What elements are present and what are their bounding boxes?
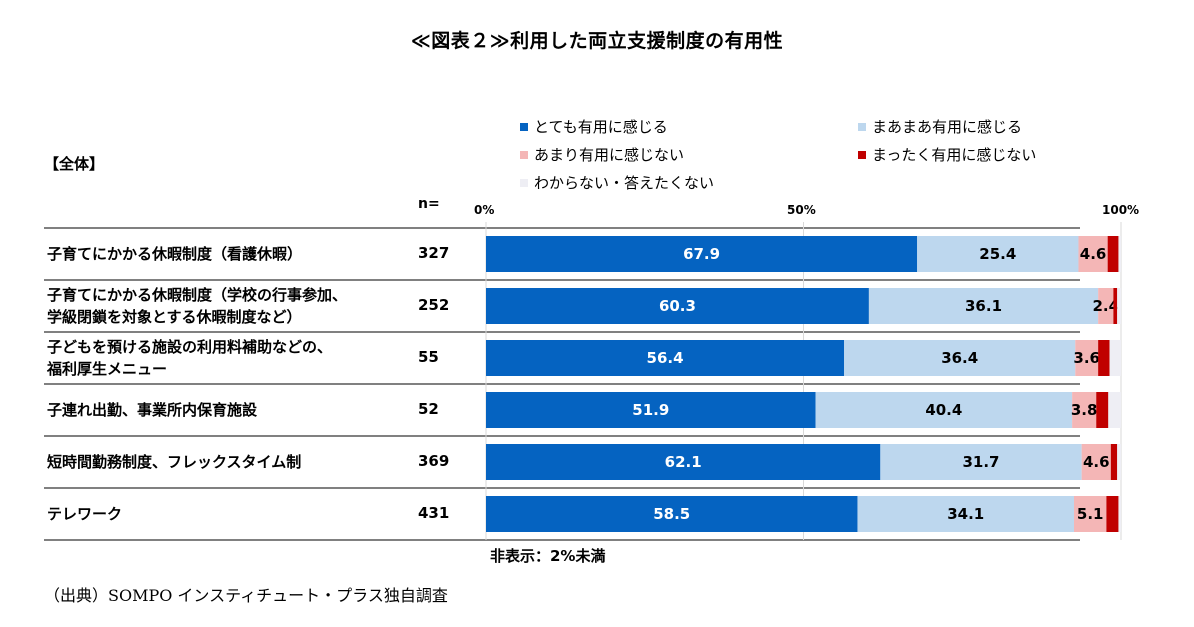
bar-segment	[1109, 340, 1121, 376]
bar-segment	[1118, 236, 1121, 272]
bar-segment	[1108, 392, 1121, 428]
bar-segment	[917, 236, 1079, 272]
category-label-line: 福利厚生メニュー	[47, 360, 168, 378]
section-label: 【全体】	[44, 155, 105, 173]
data-label: 31.7	[962, 453, 999, 471]
source-note: （出典）SOMPO インスティチュート・プラス独自調査	[44, 586, 448, 605]
category-label-line: 学級閉鎖を対象とする休暇制度など）	[47, 308, 302, 326]
bar-segment	[1118, 496, 1121, 532]
data-label: 67.9	[683, 245, 720, 263]
bar-segment	[868, 288, 1099, 324]
data-label: 3.8	[1071, 401, 1098, 419]
bar-segment	[486, 340, 845, 376]
data-label: 60.3	[659, 297, 696, 315]
sample-size: 369	[418, 452, 450, 470]
category-label-line: テレワーク	[47, 505, 123, 523]
sample-size: 52	[418, 400, 439, 418]
legend-swatch	[520, 178, 528, 187]
legend-swatch	[520, 122, 528, 131]
data-label: 36.4	[941, 349, 978, 367]
bar-segment	[815, 392, 1073, 428]
x-tick-50: 50%	[787, 203, 816, 217]
category-label-line: 子連れ出勤、事業所内保育施設	[47, 401, 258, 419]
bar-segment	[1117, 288, 1121, 324]
bar-segment	[844, 340, 1076, 376]
x-tick-0: 0%	[474, 203, 495, 217]
legend-item: とても有用に感じる	[520, 116, 668, 137]
legend-label: とても有用に感じる	[534, 118, 668, 136]
bar-segment	[1113, 288, 1118, 324]
data-label: 58.5	[653, 505, 690, 523]
bar-segment	[1110, 444, 1118, 480]
category-label-line: 子どもを預ける施設の利用料補助などの、	[47, 338, 333, 356]
category-label: 子育てにかかる休暇制度（看護休暇）	[47, 243, 407, 265]
bar-segment	[1072, 392, 1097, 428]
category-label-line: 子育てにかかる休暇制度（学校の行事参加、	[47, 286, 348, 304]
bar-segment	[880, 444, 1082, 480]
data-label: 40.4	[925, 401, 962, 419]
bar-segment	[486, 496, 858, 532]
legend-item: まったく有用に感じない	[858, 144, 1036, 165]
category-label-line: 子育てにかかる休暇制度（看護休暇）	[47, 245, 303, 263]
legend-item: まあまあ有用に感じる	[858, 116, 1022, 137]
legend-swatch	[520, 150, 528, 159]
sample-size: 55	[418, 348, 439, 366]
bar-segment	[1078, 236, 1108, 272]
category-label: 子育てにかかる休暇制度（学校の行事参加、 学級閉鎖を対象とする休暇制度など）	[47, 284, 407, 328]
legend-label: まったく有用に感じない	[872, 146, 1037, 164]
data-label: 3.6	[1073, 349, 1100, 367]
data-label: 56.4	[647, 349, 684, 367]
sample-size: 327	[418, 244, 450, 262]
data-label: 25.4	[979, 245, 1016, 263]
data-label: 2.4	[1092, 297, 1119, 315]
bar-segment	[1074, 496, 1107, 532]
x-tick-100: 100%	[1102, 203, 1140, 217]
legend: とても有用に感じる まあまあ有用に感じるあまり有用に感じない まったく有用に感じない…	[520, 116, 1100, 198]
legend-label: あまり有用に感じない	[534, 146, 685, 164]
n-column-header: n=	[418, 196, 440, 212]
legend-item: あまり有用に感じない	[520, 144, 684, 165]
bar-segment	[486, 392, 816, 428]
bar-segment	[1117, 444, 1121, 480]
legend-swatch	[858, 122, 866, 131]
bar-segment	[1075, 340, 1099, 376]
data-label: 62.1	[665, 453, 702, 471]
data-label: 4.6	[1083, 453, 1110, 471]
bar-segment	[1106, 496, 1119, 532]
bar-segment	[1081, 444, 1111, 480]
data-label: 34.1	[947, 505, 984, 523]
bar-segment	[1098, 288, 1114, 324]
data-label: 51.9	[632, 401, 669, 419]
data-label: 36.1	[965, 297, 1002, 315]
data-label: 4.6	[1080, 245, 1107, 263]
category-label: 子どもを預ける施設の利用料補助などの、 福利厚生メニュー	[47, 336, 407, 380]
chart-title: ≪図表２≫利用した両立支援制度の有用性	[410, 30, 784, 52]
bar-segment	[1098, 340, 1110, 376]
bar-segment	[1096, 392, 1109, 428]
bar-segment	[857, 496, 1075, 532]
chart-note: 非表示：2%未満	[490, 547, 606, 565]
bar-segment	[486, 444, 881, 480]
category-label: 短時間勤務制度、フレックスタイム制	[47, 451, 407, 473]
data-label: 5.1	[1077, 505, 1104, 523]
bar-segment	[486, 288, 869, 324]
category-label: 子連れ出勤、事業所内保育施設	[47, 399, 407, 421]
category-label-line: 短時間勤務制度、フレックスタイム制	[47, 453, 302, 471]
bar-segment	[1107, 236, 1119, 272]
legend-label: わからない・答えたくない	[534, 174, 715, 192]
legend-item: わからない・答えたくない	[520, 172, 714, 193]
bar-segment	[486, 236, 918, 272]
sample-size: 431	[418, 504, 450, 522]
category-label: テレワーク	[47, 503, 407, 525]
legend-swatch	[858, 150, 866, 159]
legend-label: まあまあ有用に感じる	[872, 118, 1023, 136]
sample-size: 252	[418, 296, 450, 314]
